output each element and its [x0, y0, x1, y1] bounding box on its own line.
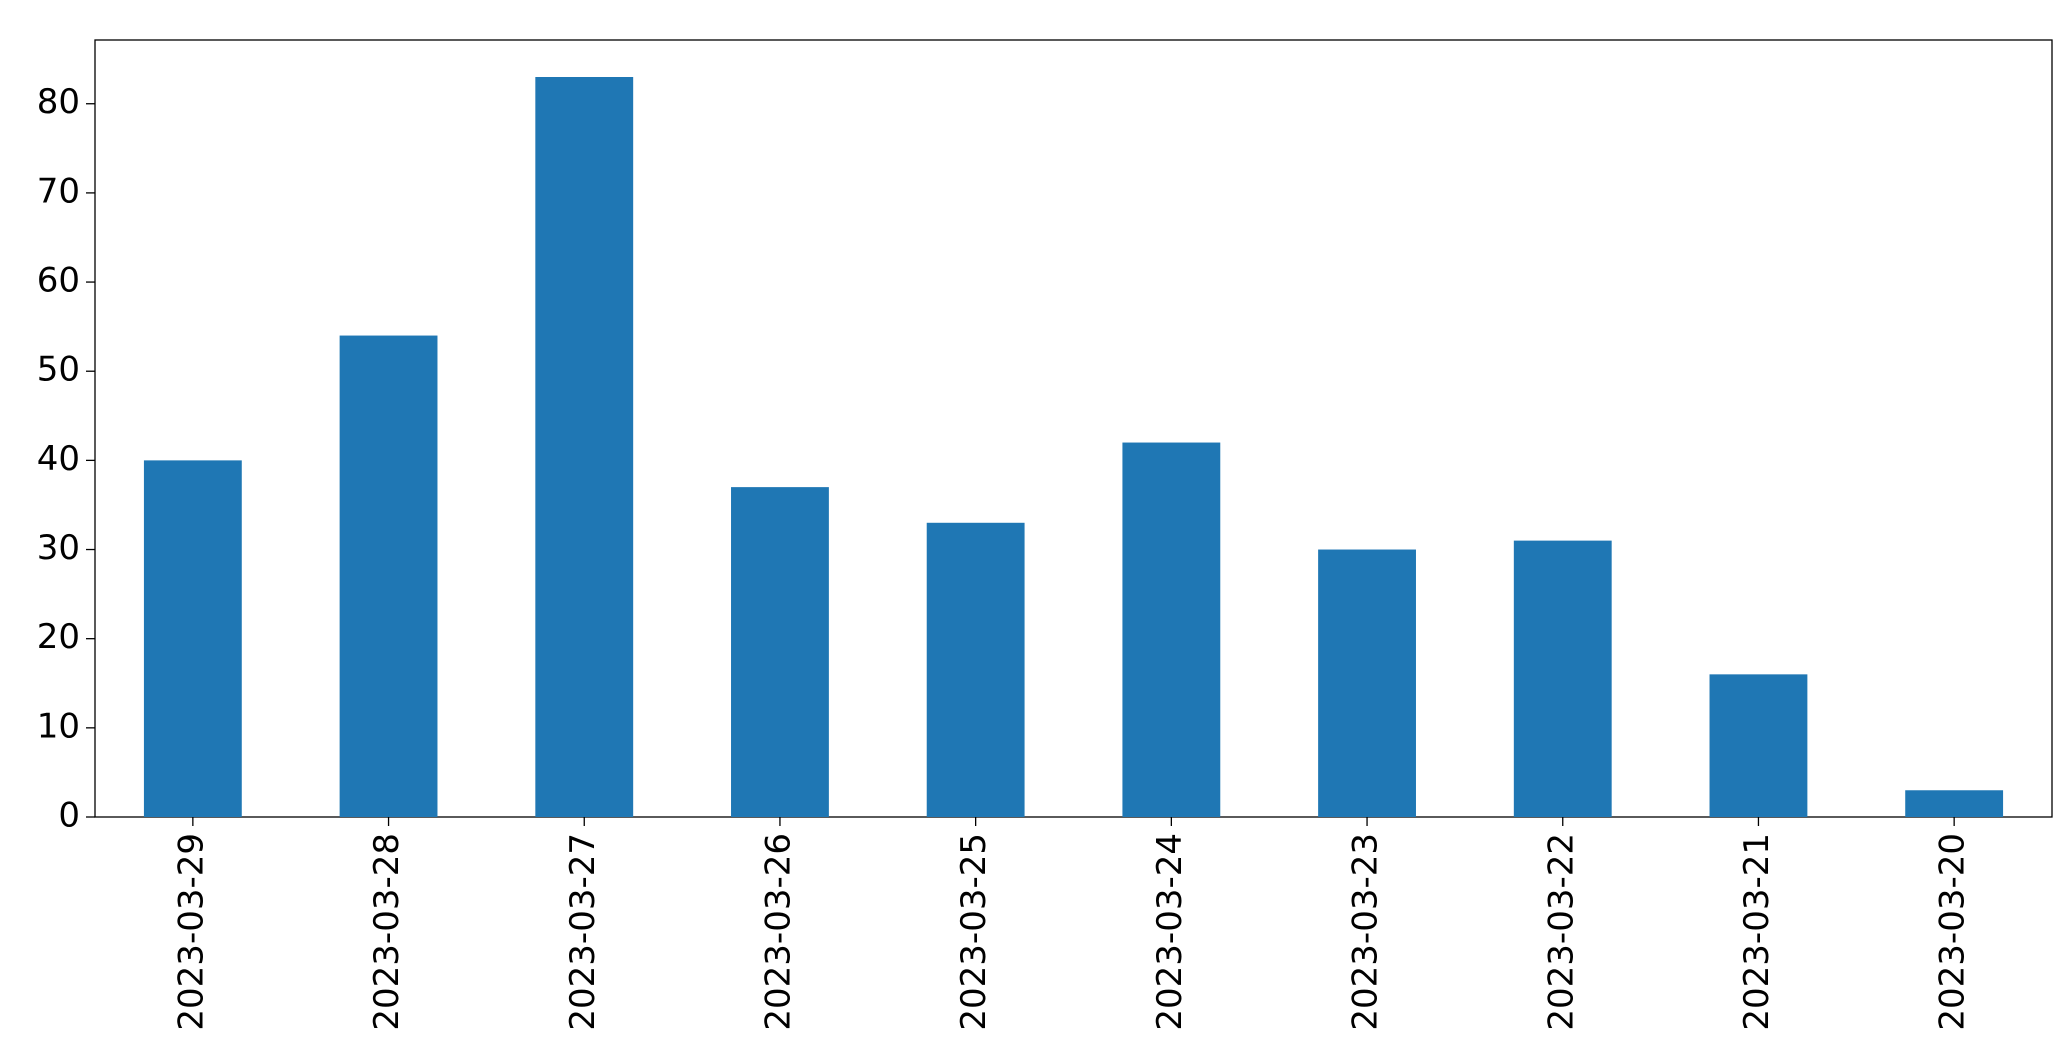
x-tick-label: 2023-03-21 [1737, 833, 1777, 1031]
bar [1318, 549, 1416, 817]
x-tick-label: 2023-03-26 [758, 833, 798, 1031]
x-tick-label: 2023-03-23 [1346, 833, 1386, 1031]
y-tick-label: 10 [37, 706, 80, 746]
x-tick-label: 2023-03-24 [1150, 833, 1190, 1031]
x-tick-label: 2023-03-29 [171, 833, 211, 1031]
bar [926, 522, 1025, 817]
y-tick-label: 20 [37, 617, 80, 657]
bar [535, 77, 634, 817]
bar [731, 487, 829, 817]
bar [1513, 540, 1612, 817]
bar [143, 460, 242, 817]
bar [339, 335, 438, 817]
x-tick-label: 2023-03-22 [1541, 833, 1581, 1031]
y-tick-label: 40 [37, 439, 80, 479]
y-tick-label: 70 [37, 171, 80, 211]
bar [1709, 674, 1808, 817]
plot-frame [94, 39, 2053, 818]
x-tick-label: 2023-03-20 [1933, 833, 1973, 1031]
y-tick-label: 30 [37, 528, 80, 568]
x-tick-label: 2023-03-27 [563, 833, 603, 1031]
x-tick-label: 2023-03-28 [367, 833, 407, 1031]
y-tick-label: 0 [58, 796, 80, 836]
y-tick-label: 60 [37, 261, 80, 301]
y-tick-label: 50 [37, 350, 80, 390]
x-tick-label: 2023-03-25 [954, 833, 994, 1031]
bar [1122, 442, 1221, 817]
bar [1905, 790, 2004, 817]
y-tick-label: 80 [37, 82, 80, 122]
